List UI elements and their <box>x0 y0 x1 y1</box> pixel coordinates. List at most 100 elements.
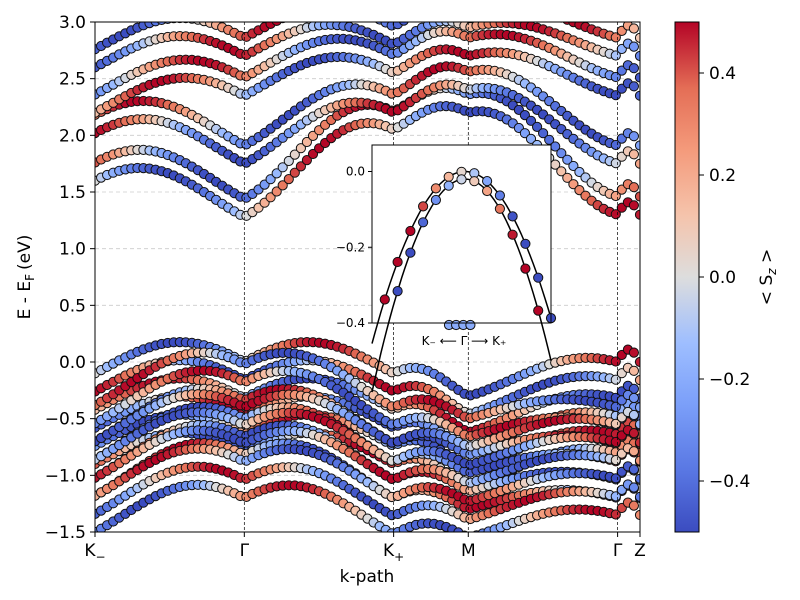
band-point <box>301 136 312 148</box>
band-point <box>610 158 621 169</box>
x-tick-label: K+ <box>383 541 404 564</box>
band-point <box>610 491 621 502</box>
inset-band-point <box>418 217 429 228</box>
band-point <box>634 209 640 220</box>
band-point <box>502 0 511 9</box>
band-point <box>610 374 621 385</box>
band-point <box>369 12 378 21</box>
band-point <box>628 131 640 142</box>
colorbar-tick-label: 0.0 <box>709 268 736 288</box>
x-tick-label: M <box>461 541 476 561</box>
band-point <box>628 428 640 439</box>
band-point <box>308 4 317 13</box>
inset-band-point <box>494 203 505 214</box>
band-point <box>610 32 621 43</box>
band-point <box>283 155 294 167</box>
colorbar: 0.4 0.2 0.0 −0.2 −0.4 < Sz > <box>674 21 779 533</box>
band-point <box>327 2 336 11</box>
inset-plot: 0.0 −0.2 −0.4 K₋ ⟵ Γ ⟶ K₊ <box>336 144 557 393</box>
band-point <box>271 22 282 26</box>
band-point <box>634 491 640 502</box>
band-point <box>315 3 324 12</box>
y-tick-label: 2.0 <box>59 126 86 146</box>
band-markers <box>95 0 640 532</box>
band-point <box>628 392 640 404</box>
band-point <box>345 4 354 13</box>
colorbar-tick-label: 0.4 <box>709 64 736 84</box>
band-point <box>295 143 306 154</box>
band-point <box>634 509 640 521</box>
band-point <box>478 2 487 11</box>
inset-band-point <box>507 211 518 222</box>
band-point <box>296 7 305 16</box>
band-point <box>610 209 621 220</box>
band-point <box>628 409 640 421</box>
band-point <box>634 375 640 386</box>
band-point <box>454 1 463 10</box>
band-point <box>628 464 640 475</box>
band-point <box>634 90 640 101</box>
band-point <box>448 0 457 8</box>
band-point <box>628 365 640 376</box>
band-point <box>289 149 300 160</box>
colorbar-tick-label: 0.2 <box>709 166 736 186</box>
band-point <box>634 140 640 151</box>
band-point <box>628 200 640 211</box>
band-point <box>514 1 523 10</box>
inset-band-point <box>392 286 403 297</box>
y-tick-label: −0.5 <box>45 410 86 430</box>
band-point <box>357 8 366 17</box>
band-point <box>170 22 178 24</box>
inset-band-point <box>456 174 467 185</box>
y-tick-label: 0.0 <box>59 353 86 373</box>
x-tick-label: K− <box>84 541 105 564</box>
band-point <box>363 10 372 19</box>
band-point <box>283 174 294 185</box>
band-point <box>634 437 640 448</box>
band-point <box>430 0 439 9</box>
band-point <box>610 139 621 151</box>
band-point <box>610 455 621 466</box>
band-point <box>436 0 445 8</box>
band-point <box>290 9 299 18</box>
band-point <box>610 509 621 520</box>
inset-y-ticks: 0.0 −0.2 −0.4 <box>336 165 372 330</box>
plot-frame <box>94 21 641 533</box>
inset-band-point <box>443 171 454 182</box>
inset-bands <box>371 166 557 393</box>
band-point <box>417 5 426 14</box>
band-point <box>545 9 554 18</box>
inset-band-point <box>392 256 403 268</box>
band-point <box>277 180 288 191</box>
inset-y-tick-label: −0.2 <box>336 240 365 254</box>
band-point <box>558 22 564 23</box>
band-point <box>628 41 640 52</box>
band-point <box>628 500 640 511</box>
band-point <box>496 0 505 9</box>
colorbar-ticks: 0.4 0.2 0.0 −0.2 −0.4 <box>699 64 750 492</box>
band-point <box>634 402 640 413</box>
band-point <box>284 11 293 20</box>
inset-band-point <box>533 305 544 316</box>
band-point <box>628 23 640 34</box>
band-point <box>634 32 640 43</box>
band-point <box>562 172 573 183</box>
inset-band-point <box>507 229 518 240</box>
band-point <box>526 4 535 13</box>
inset-band-point <box>443 180 454 191</box>
band-point <box>556 148 567 159</box>
band-point <box>634 50 640 62</box>
band-point <box>271 186 282 197</box>
x-tick-label: Γ <box>240 541 250 561</box>
inset-band-point <box>430 183 441 194</box>
band-point <box>634 191 640 202</box>
inset-band-point <box>482 176 493 187</box>
band-point <box>610 356 621 367</box>
inset-band-point <box>379 294 390 305</box>
band-point <box>442 0 451 8</box>
inset-band-point <box>482 185 493 197</box>
band-point <box>466 4 475 13</box>
inset-band-point <box>494 190 505 201</box>
inset-band-point <box>469 176 480 187</box>
